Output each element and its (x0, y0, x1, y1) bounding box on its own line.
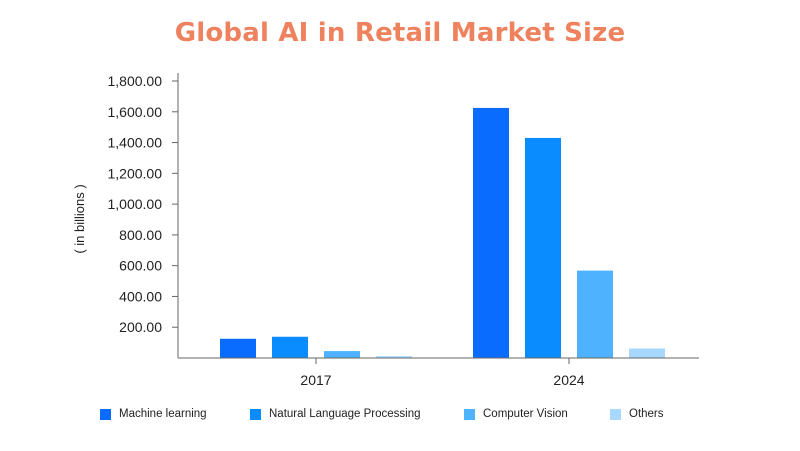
legend-label: Machine learning (119, 408, 207, 420)
legend-item: Natural Language Processing (250, 406, 421, 422)
bar-2024-machine-learning (473, 107, 509, 358)
legend-item: Computer Vision (464, 406, 568, 422)
y-axis-ticks: 200.00 400.00 600.00 800.00 1,000.00 1,200.00… (108, 73, 178, 335)
x-tick-label: 2017 (300, 372, 331, 388)
legend-label: Others (629, 408, 664, 420)
y-tick-label: 200.00 (119, 319, 162, 335)
x-tick-label: 2024 (553, 372, 584, 388)
legend-swatch (464, 408, 475, 420)
y-tick-label: 1,800.00 (108, 73, 163, 89)
bar-2024-others (629, 348, 665, 358)
legend-label: Natural Language Processing (269, 408, 421, 420)
legend-swatch (610, 408, 621, 420)
y-tick-label: 1,400.00 (108, 135, 163, 151)
bars (220, 107, 665, 358)
bar-2024-computer-vision (577, 270, 613, 358)
y-tick-label: 400.00 (119, 288, 162, 304)
y-tick-label: 600.00 (119, 258, 162, 274)
legend-item: Machine learning (100, 406, 207, 422)
x-axis-labels: 2017 2024 (300, 358, 585, 388)
bar-2017-computer-vision (324, 351, 360, 358)
y-tick-label: 1,200.00 (108, 165, 163, 181)
legend-item: Others (610, 406, 664, 422)
chart-title: Global AI in Retail Market Size (174, 18, 626, 48)
legend-label: Computer Vision (483, 408, 568, 420)
bar-2017-machine-learning (220, 338, 256, 358)
legend-swatch (100, 408, 111, 420)
bar-2017-natural-language-processing (272, 336, 308, 358)
legend-swatch (250, 408, 261, 420)
bar-2024-natural-language-processing (525, 137, 561, 358)
y-tick-label: 1,600.00 (108, 104, 163, 120)
bar-2017-others (376, 356, 412, 358)
y-tick-label: 800.00 (119, 227, 162, 243)
y-axis-label: ( in billions ) (72, 184, 87, 253)
y-tick-label: 1,000.00 (108, 196, 163, 212)
